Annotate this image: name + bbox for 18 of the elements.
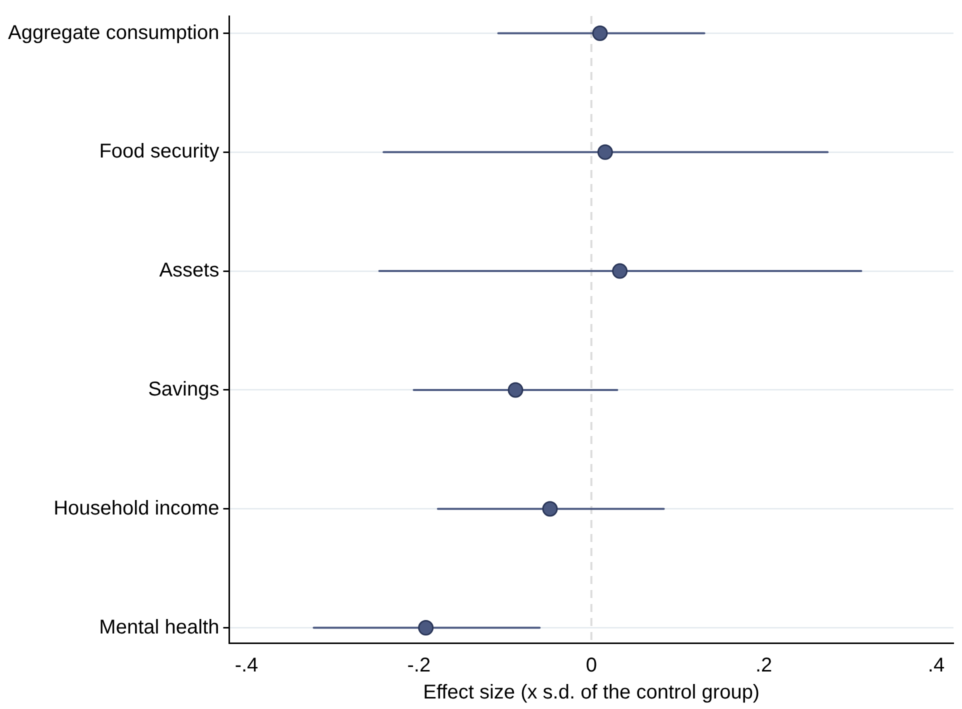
y-tick-label: Aggregate consumption — [8, 22, 220, 44]
x-tick-label: -.4 — [234, 654, 258, 677]
point — [418, 620, 434, 636]
x-tick-label: .2 — [755, 654, 772, 677]
point — [508, 382, 524, 398]
x-axis-title: Effect size (x s.d. of the control group) — [423, 682, 760, 704]
point — [597, 144, 613, 160]
x-tick-label: -.2 — [407, 654, 431, 677]
y-tick-label: Household income — [54, 497, 220, 520]
x-tick-label: .4 — [928, 654, 945, 677]
x-tick-label: 0 — [586, 654, 597, 677]
point — [542, 501, 558, 517]
y-tick-label: Mental health — [99, 616, 220, 638]
point — [612, 263, 628, 279]
y-tick-label: Savings — [148, 378, 220, 400]
y-tick-label: Assets — [159, 260, 220, 282]
y-tick-label: Food security — [99, 140, 220, 163]
point — [592, 25, 608, 41]
